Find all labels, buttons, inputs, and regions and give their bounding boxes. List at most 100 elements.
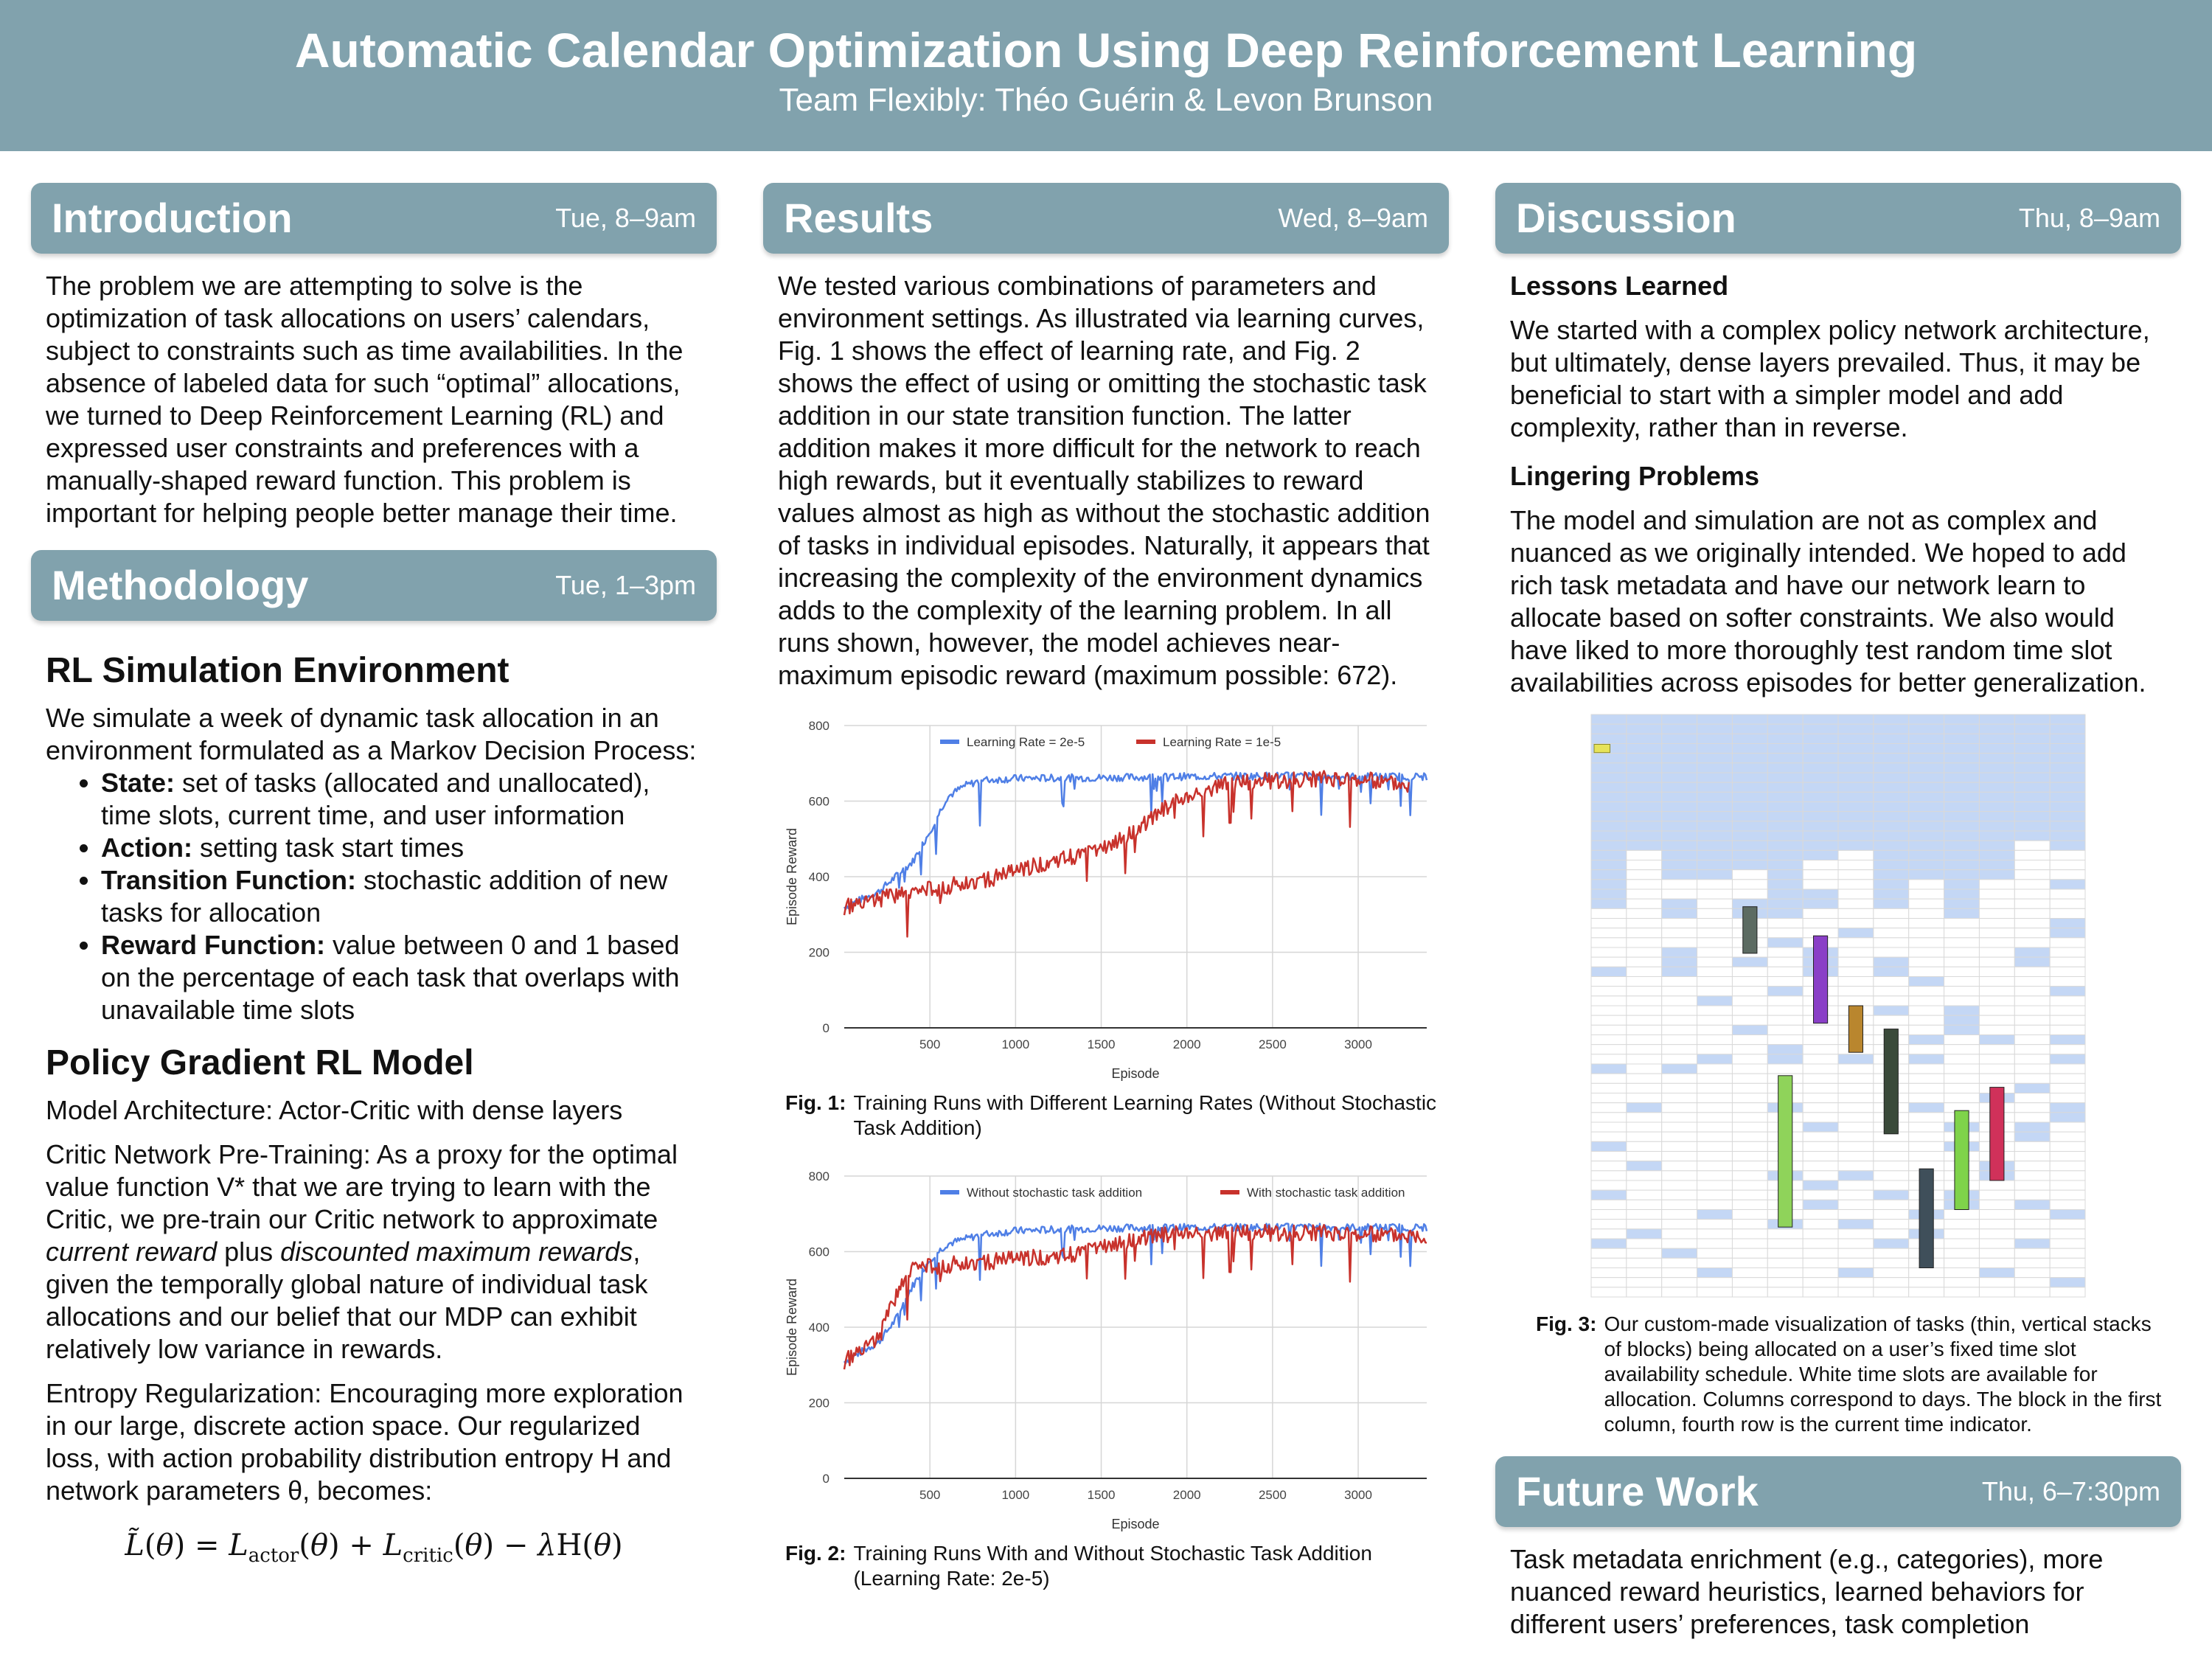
time-slot: [1767, 869, 1804, 880]
time-slot: [1626, 928, 1663, 939]
time-slot: [1873, 1180, 1910, 1191]
time-slot: [1802, 898, 1839, 909]
time-slot: [2014, 849, 2051, 860]
time-slot: [1944, 966, 1980, 978]
time-slot: [1697, 1209, 1733, 1220]
x-tick-label: 1000: [1001, 1488, 1029, 1502]
time-slot: [1908, 918, 1945, 929]
time-slot: [1944, 772, 1980, 783]
x-tick-label: 1500: [1088, 1037, 1116, 1051]
time-slot: [1661, 1267, 1698, 1279]
time-slot: [1590, 714, 1627, 725]
time-slot: [1697, 714, 1733, 725]
introduction-body: The problem we are attempting to solve i…: [31, 254, 717, 529]
time-slot: [1767, 840, 1804, 851]
time-slot: [1802, 1248, 1839, 1259]
time-slot: [2014, 1063, 2051, 1074]
time-slot: [1626, 1044, 1663, 1055]
time-slot: [1837, 1248, 1874, 1259]
time-slot: [1837, 723, 1874, 734]
time-slot: [2014, 1073, 2051, 1084]
time-slot: [1978, 723, 2015, 734]
time-slot: [1908, 1005, 1945, 1016]
time-slot: [1944, 1257, 1980, 1268]
time-slot: [1873, 995, 1910, 1006]
time-slot: [1978, 1238, 2015, 1249]
time-slot: [1978, 1228, 2015, 1239]
time-slot: [1802, 1034, 1839, 1046]
series-line: [843, 1222, 1428, 1365]
time-slot: [1626, 753, 1663, 764]
figure-2-caption: Fig. 2: Training Runs With and Without S…: [763, 1541, 1449, 1591]
time-slot: [1590, 928, 1627, 939]
time-slot: [1626, 1093, 1663, 1104]
time-slot: [1661, 1199, 1698, 1210]
time-slot: [1731, 849, 1768, 860]
time-slot: [1697, 1238, 1733, 1249]
time-slot: [1873, 743, 1910, 754]
time-slot: [1873, 1219, 1910, 1230]
time-slot: [1697, 1054, 1733, 1065]
time-slot: [1873, 1277, 1910, 1288]
sim-env-text: We simulate a week of dynamic task alloc…: [46, 703, 697, 765]
time-slot: [1697, 1141, 1733, 1152]
time-slot: [1837, 1161, 1874, 1172]
series-line: [843, 770, 1411, 938]
time-slot: [1802, 733, 1839, 745]
time-slot: [1944, 1082, 1980, 1094]
time-slot: [1837, 714, 1874, 725]
time-slot: [1837, 937, 1874, 948]
time-slot: [1731, 986, 1768, 997]
time-slot: [2049, 928, 2086, 939]
time-slot: [2014, 995, 2051, 1006]
time-slot: [2014, 869, 2051, 880]
time-slot: [1697, 1277, 1733, 1288]
bullet-state: State: set of tasks (allocated and unall…: [101, 767, 702, 832]
time-slot: [2049, 1189, 2086, 1200]
time-slot: [1873, 956, 1910, 967]
time-slot: [1661, 869, 1698, 880]
time-slot: [1802, 1044, 1839, 1055]
time-slot: [1626, 1063, 1663, 1074]
time-slot: [1978, 956, 2015, 967]
time-slot: [1802, 1170, 1839, 1181]
time-slot: [1661, 1170, 1698, 1181]
time-slot: [2049, 1015, 2086, 1026]
time-slot: [1767, 986, 1804, 997]
figure-1: 0 200 400 600 800 500 1000 1500 2000 2500 3000 Epis…: [763, 703, 1449, 1141]
time-slot: [1837, 1121, 1874, 1133]
time-slot: [1767, 928, 1804, 939]
time-slot: [1626, 986, 1663, 997]
time-slot: [1626, 782, 1663, 793]
introduction-header: Introduction Tue, 8–9am: [31, 183, 717, 254]
time-slot: [1837, 947, 1874, 958]
time-slot: [1873, 986, 1910, 997]
x-tick-label: 500: [919, 1488, 940, 1502]
methodology-body: RL Simulation Environment We simulate a …: [31, 621, 717, 1572]
time-slot: [1731, 995, 1768, 1006]
time-slot: [2014, 1277, 2051, 1288]
time-slot: [1978, 1054, 2015, 1065]
time-slot: [1944, 879, 1980, 890]
time-slot: [1661, 1131, 1698, 1142]
time-slot: [1908, 1102, 1945, 1113]
time-slot: [1908, 830, 1945, 841]
time-slot: [1626, 1267, 1663, 1279]
time-slot: [2049, 1093, 2086, 1104]
series-line: [843, 1223, 1427, 1370]
time-slot: [1661, 1034, 1698, 1046]
time-slot: [2049, 762, 2086, 773]
discussion-time: Thu, 8–9am: [2018, 203, 2160, 233]
time-slot: [2049, 1170, 2086, 1181]
time-slot: [1908, 1093, 1945, 1104]
time-slot: [1873, 937, 1910, 948]
x-tick-label: 1000: [1001, 1037, 1029, 1051]
time-slot: [1837, 860, 1874, 871]
time-slot: [1590, 1034, 1627, 1046]
time-slot: [2049, 1199, 2086, 1210]
time-slot: [1661, 801, 1698, 813]
time-slot: [2049, 1287, 2086, 1298]
time-slot: [1944, 1228, 1980, 1239]
time-slot: [1837, 928, 1874, 939]
time-slot: [1590, 1063, 1627, 1074]
